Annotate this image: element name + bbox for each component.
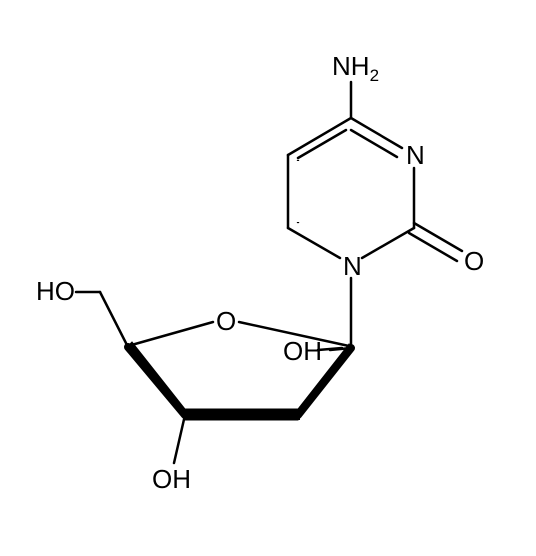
- bond-c2-n1: [362, 228, 414, 258]
- label-n3: N: [406, 140, 425, 170]
- label-carbonyl-o: O: [464, 246, 484, 276]
- label-anomeric-oh: OH: [283, 336, 322, 366]
- bond-c4p-c5p: [100, 292, 128, 347]
- molecule-diagram: NH2 N N O O OH OH HO: [0, 0, 536, 556]
- label-ring-o: O: [216, 306, 236, 336]
- bond-c4-c5-a: [288, 118, 351, 155]
- bond-c4-n3-b: [351, 130, 397, 157]
- bond-c2-o-b: [409, 233, 457, 261]
- label-nh2: NH2: [332, 51, 379, 85]
- bond-c6-n1: [288, 228, 340, 258]
- bond-c2-o-a: [414, 223, 462, 251]
- bond-oring-c4p: [128, 322, 213, 346]
- bond-c3p-oh: [174, 415, 185, 463]
- label-5prime-ho: HO: [36, 276, 75, 306]
- front-edge-l: [128, 347, 185, 415]
- bond-c4-n3: [351, 118, 402, 148]
- label-n1: N: [343, 251, 362, 281]
- label-3prime-oh: OH: [152, 464, 191, 494]
